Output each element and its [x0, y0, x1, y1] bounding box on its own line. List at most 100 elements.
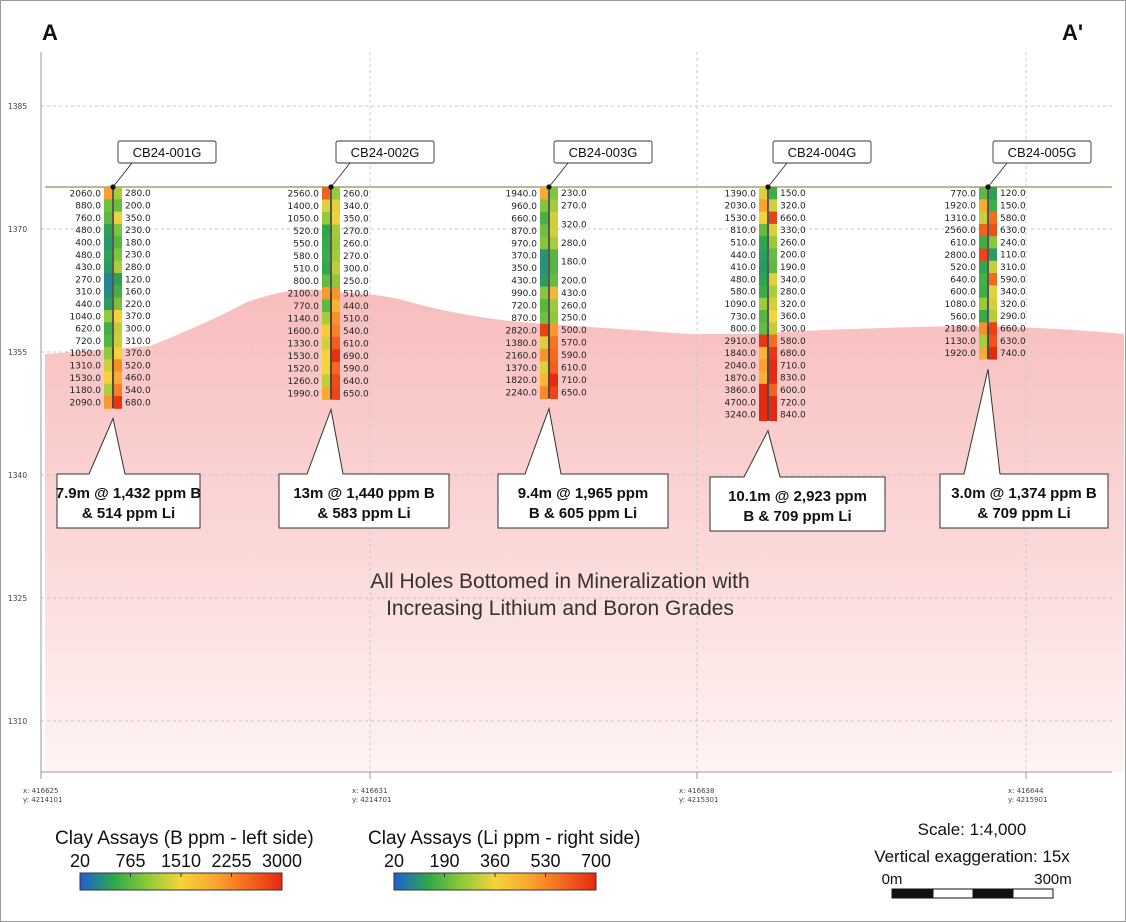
- lithium-value: 120.0: [1000, 189, 1026, 199]
- boron-interval: [979, 346, 987, 360]
- boron-value: 1520.0: [288, 365, 320, 375]
- drill-hole-4: 1390.0 2030.0 1530.0 810.0 510.0 440.0 410.0 48…: [709, 140, 886, 532]
- boron-interval: [979, 334, 987, 348]
- lithium-interval: [332, 349, 340, 363]
- lithium-value: 250.0: [343, 277, 369, 287]
- intercept-callout-line-2: & 709 ppm Li: [977, 505, 1070, 522]
- boron-value: 1050.0: [288, 215, 320, 225]
- boron-value: 770.0: [950, 189, 976, 199]
- boron-interval: [759, 371, 767, 385]
- boron-value: 550.0: [293, 240, 319, 250]
- lithium-interval: [769, 371, 777, 385]
- lithium-value: 300.0: [343, 264, 369, 274]
- coordinate-easting: x: 416638: [679, 787, 714, 795]
- lithium-interval: [769, 383, 777, 397]
- lithium-value: 430.0: [561, 289, 587, 299]
- boron-interval: [540, 299, 548, 312]
- legend-lithium-ticks: 20 190 360 530 700: [384, 851, 611, 877]
- lithium-value: 280.0: [125, 189, 151, 199]
- boron-value: 2560.0: [288, 190, 320, 200]
- elevation-tick-label: 1325: [8, 594, 27, 603]
- elevation-tick-label: 1370: [8, 225, 27, 234]
- boron-interval: [104, 310, 112, 323]
- boron-value: 1390.0: [725, 189, 757, 199]
- boron-value: 2180.0: [945, 325, 977, 335]
- intercept-callout-line-1: 3.0m @ 1,374 ppm B: [951, 485, 1097, 502]
- lithium-interval: [989, 187, 997, 200]
- coordinate-northing: y: 4214101: [23, 796, 62, 804]
- boron-interval: [979, 273, 987, 286]
- boron-value: 1840.0: [725, 349, 757, 359]
- lithium-value: 280.0: [561, 239, 587, 249]
- drill-holes: 2060.0 880.0 760.0 480.0 400.0 480.0 430.0 270.…: [56, 140, 1109, 532]
- lithium-value: 540.0: [343, 327, 369, 337]
- legend-tick-label: 190: [429, 851, 459, 871]
- lithium-value: 330.0: [780, 226, 806, 236]
- boron-value: 1380.0: [506, 339, 538, 349]
- lithium-interval: [769, 248, 777, 262]
- boron-interval: [104, 285, 112, 299]
- boron-interval: [979, 236, 987, 249]
- intercept-callout-line-2: B & 709 ppm Li: [743, 508, 851, 525]
- boron-interval: [322, 374, 330, 388]
- hole-label-box: [992, 140, 1092, 164]
- boron-value: 400.0: [75, 239, 101, 249]
- scale-bar: [891, 888, 1054, 899]
- boron-value: 1310.0: [945, 214, 977, 224]
- boron-interval: [322, 287, 330, 300]
- boron-interval: [540, 361, 548, 375]
- lithium-interval: [332, 362, 340, 375]
- lithium-interval: [550, 249, 558, 275]
- intercept-callout-box: [709, 429, 886, 532]
- boron-interval: [979, 322, 987, 335]
- intercept-callout-line-1: 13m @ 1,440 ppm B: [293, 485, 435, 502]
- intercept-callout-box: [497, 406, 669, 529]
- lithium-value: 230.0: [125, 251, 151, 261]
- boron-interval: [104, 334, 112, 348]
- lithium-value: 200.0: [780, 251, 806, 261]
- boron-value: 3240.0: [725, 411, 757, 421]
- boron-interval: [979, 187, 987, 200]
- boron-interval: [979, 223, 987, 237]
- boron-value: 1400.0: [288, 202, 320, 212]
- legend-tick-label: 2255: [211, 851, 251, 871]
- lithium-value: 260.0: [343, 239, 369, 249]
- lithium-value: 680.0: [780, 349, 806, 359]
- boron-interval: [104, 211, 112, 225]
- lithium-interval: [989, 260, 997, 274]
- lithium-value: 440.0: [343, 302, 369, 312]
- lithium-value: 350.0: [343, 214, 369, 224]
- lithium-interval: [550, 311, 558, 325]
- intercept-callout-box: [56, 416, 201, 529]
- legend-boron: Clay Assays (B ppm - left side) 20 765 151…: [55, 828, 314, 891]
- lithium-interval: [769, 310, 777, 323]
- annotation-line-1: All Holes Bottomed in Mineralization wit…: [370, 570, 749, 593]
- boron-interval: [104, 396, 112, 409]
- lithium-value: 300.0: [125, 324, 151, 334]
- lithium-interval: [114, 346, 122, 360]
- boron-value: 720.0: [511, 302, 537, 312]
- boron-interval: [759, 310, 767, 323]
- lithium-value: 660.0: [780, 214, 806, 224]
- boron-interval: [759, 248, 767, 262]
- lithium-value: 370.0: [125, 312, 151, 322]
- lithium-interval: [332, 337, 340, 350]
- boron-interval: [322, 362, 330, 375]
- boron-value: 800.0: [293, 277, 319, 287]
- boron-value: 760.0: [75, 214, 101, 224]
- lithium-interval: [332, 262, 340, 275]
- boron-interval: [104, 371, 112, 385]
- boron-value: 430.0: [75, 263, 101, 273]
- lithium-interval: [989, 297, 997, 311]
- boron-value: 1530.0: [70, 374, 102, 384]
- boron-value: 1330.0: [288, 340, 320, 350]
- boron-interval: [540, 224, 548, 238]
- hole-name: CB24-004G: [788, 145, 857, 160]
- lithium-value: 600.0: [780, 386, 806, 396]
- legend-tick-label: 700: [581, 851, 611, 871]
- lithium-interval: [769, 211, 777, 225]
- lithium-interval: [114, 359, 122, 372]
- legend-lithium-title: Clay Assays (Li ppm - right side): [368, 828, 640, 849]
- boron-interval: [322, 349, 330, 363]
